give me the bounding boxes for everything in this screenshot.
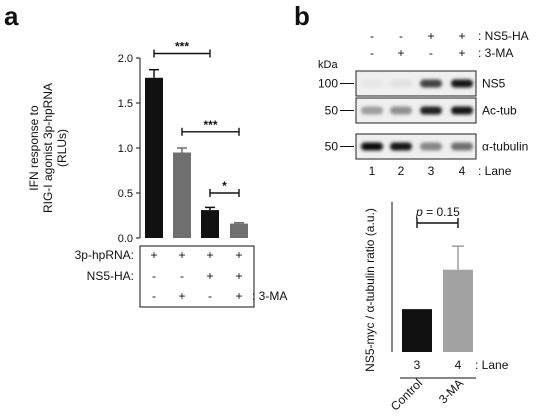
group-label: Control — [388, 376, 425, 413]
protein-label: NS5 — [482, 77, 506, 91]
blot-band — [361, 106, 383, 115]
protein-label: α-tubulin — [482, 140, 528, 154]
lane-tick-label: 3 — [414, 358, 421, 372]
y-tick-label: 1.0 — [118, 143, 133, 155]
significance-label: * — [222, 179, 227, 193]
condition-label: 3p-hpRNA: — [75, 248, 134, 262]
significance-brackets: ******* — [153, 40, 240, 197]
blot-header-value: - — [370, 29, 374, 43]
y-tick-label: 1.5 — [118, 98, 133, 110]
kda-label: kDa — [318, 59, 338, 71]
bar — [402, 309, 432, 352]
blot-band — [361, 79, 383, 88]
plot-b: 3 4 : Lane p = 0.15 Control 3-MA — [388, 202, 509, 413]
blot-band — [390, 79, 412, 88]
panel-label-b: b — [294, 1, 310, 31]
y-axis-a: 0.0 0.5 1.0 1.5 2.0 — [118, 53, 141, 245]
chart-a: IFN response to RIG-I agonist 3p-hpRNA (RL… — [27, 40, 287, 308]
y-axis-label-b: NS5-myc / α-tubulin ratio (a.u.) — [363, 208, 377, 372]
blot-header-value: - — [370, 46, 374, 60]
p-value-label: p = 0.15 — [415, 205, 460, 219]
y-axis-label-a: IFN response to RIG-I agonist 3p-hpRNA (RL… — [27, 83, 69, 213]
conditions-table: 3p-hpRNA: + + + + NS5-HA: - - + + - + - + : 3-MA — [75, 248, 288, 303]
blot-header-label: : NS5-HA — [478, 29, 529, 43]
y-tick-label: 0.0 — [118, 233, 133, 245]
conditions-box — [139, 245, 255, 308]
blot-header-value: - — [399, 29, 403, 43]
blot-band — [451, 142, 473, 151]
blot-band — [390, 106, 412, 115]
y-axis-label-line: IFN response to — [27, 105, 41, 191]
condition-suffix: : 3-MA — [252, 289, 287, 303]
lane-number: 3 — [428, 164, 435, 178]
blot-band — [420, 79, 442, 88]
blot-header-value: + — [458, 29, 465, 43]
group-label: 3-MA — [436, 376, 466, 406]
condition-value: + — [235, 269, 242, 283]
lane-suffix: : Lane — [478, 164, 512, 178]
chart-b: NS5-myc / α-tubulin ratio (a.u.) 3 4 : Lan… — [363, 202, 509, 413]
molecular-weight-marker: 50 — [325, 140, 339, 154]
condition-value: - — [152, 269, 156, 283]
lane-tick-suffix: : Lane — [475, 358, 509, 372]
blot-header-value: + — [427, 29, 434, 43]
blot-header: - - + + : NS5-HA - + - + : 3-MA — [370, 29, 529, 60]
blot-lane-numbers: 1 2 3 4 : Lane — [369, 164, 512, 178]
condition-value: + — [235, 289, 242, 303]
condition-value: - — [152, 289, 156, 303]
bars-a — [145, 68, 248, 238]
molecular-weight-marker: 100 — [318, 77, 338, 91]
blot-header-value: + — [458, 46, 465, 60]
condition-value: - — [180, 269, 184, 283]
y-axis-label-line: RIG-I agonist 3p-hpRNA — [41, 83, 55, 213]
blot-strips: 100 NS5 50 Ac-tub 50 α-tubulin — [318, 70, 528, 160]
blot-band — [420, 142, 442, 151]
condition-label: NS5-HA: — [87, 269, 134, 283]
lane-number: 2 — [398, 164, 405, 178]
lane-tick-label: 4 — [455, 358, 462, 372]
blot-band — [361, 142, 383, 151]
condition-value: + — [178, 289, 185, 303]
condition-value: + — [235, 248, 242, 262]
bar — [201, 210, 219, 238]
y-axis-label-line: (RLUs) — [55, 129, 69, 167]
lane-number: 4 — [459, 164, 466, 178]
significance-label: *** — [203, 118, 217, 132]
bar — [230, 223, 248, 238]
bar — [443, 269, 473, 352]
blot-band — [390, 142, 412, 151]
blot-band — [451, 106, 473, 115]
y-tick-label: 0.5 — [118, 188, 133, 200]
y-tick-label: 2.0 — [118, 53, 133, 65]
molecular-weight-marker: 50 — [325, 104, 339, 118]
lane-number: 1 — [369, 164, 376, 178]
panel-label-a: a — [4, 1, 19, 31]
significance-label: *** — [175, 40, 189, 54]
condition-value: + — [150, 248, 157, 262]
blot-band — [451, 79, 473, 88]
condition-value: + — [206, 248, 213, 262]
protein-label: Ac-tub — [482, 104, 517, 118]
blot-header-value: - — [429, 46, 433, 60]
bar — [145, 77, 163, 238]
western-blot: - - + + : NS5-HA - + - + : 3-MA kDa 100 NS5 50 Ac-tu… — [318, 29, 529, 178]
condition-value: - — [208, 289, 212, 303]
blot-header-label: : 3-MA — [478, 46, 513, 60]
blot-band — [420, 106, 442, 115]
condition-value: + — [178, 248, 185, 262]
bar — [173, 152, 191, 238]
blot-header-value: + — [397, 46, 404, 60]
condition-value: + — [206, 269, 213, 283]
